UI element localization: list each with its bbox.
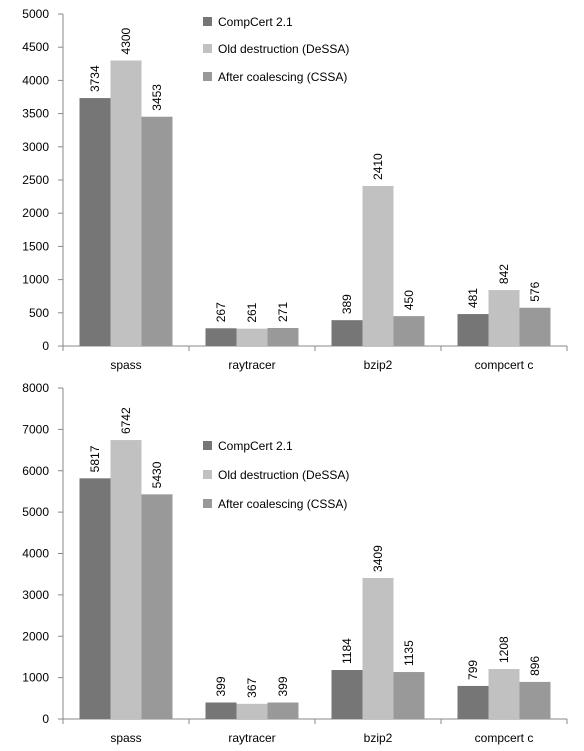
bottom-y-tick-label: 1000 [22, 671, 49, 685]
top-bar [394, 316, 425, 346]
top-data-label: 267 [214, 302, 228, 322]
top-bar [268, 328, 299, 346]
top-bar [332, 320, 363, 346]
bottom-data-label: 799 [466, 660, 480, 680]
bottom-category-label: spass [110, 731, 141, 745]
bottom-bar [111, 440, 142, 719]
bottom-legend-swatch [203, 441, 212, 450]
chart-bottom-svg: 0 1000 2000 3000 4000 5000 6000 7000 8000 5817 674… [0, 376, 584, 751]
top-bar [111, 60, 142, 346]
top-bar [520, 308, 551, 346]
bottom-bar [80, 478, 111, 719]
top-category-label: spass [110, 358, 141, 372]
top-data-label: 842 [497, 264, 511, 284]
top-bar [237, 329, 268, 346]
bottom-data-label: 399 [214, 676, 228, 696]
bottom-data-label: 1184 [340, 638, 354, 664]
bottom-bar [394, 672, 425, 719]
top-legend-label: Old destruction (DeSSA) [218, 42, 349, 56]
top-y-tick-label: 4500 [22, 40, 49, 54]
top-bar [363, 186, 394, 346]
top-data-label: 3734 [88, 65, 102, 92]
top-data-label: 2410 [371, 153, 385, 180]
top-bar [142, 117, 173, 346]
top-data-label: 4300 [119, 27, 133, 54]
bottom-bar [332, 670, 363, 719]
bottom-legend-swatch [203, 470, 212, 479]
bottom-y-tick-label: 2000 [22, 629, 49, 643]
top-legend-swatch [203, 72, 212, 81]
bottom-y-tick-label: 7000 [22, 422, 49, 436]
top-category-label: raytracer [228, 358, 275, 372]
top-bar [80, 98, 111, 346]
bottom-bar [489, 669, 520, 719]
top-category-label: compcert c [475, 358, 534, 372]
bottom-bar [206, 702, 237, 719]
bottom-legend-label: After coalescing (CSSA) [218, 497, 347, 511]
bottom-category-label: bzip2 [364, 731, 393, 745]
bottom-data-label: 399 [276, 676, 290, 696]
top-category-label: bzip2 [364, 358, 393, 372]
bottom-bar [142, 494, 173, 719]
bottom-data-label: 896 [528, 656, 542, 676]
top-legend-label: CompCert 2.1 [218, 15, 293, 29]
bottom-data-label: 6742 [119, 407, 133, 434]
top-data-label: 261 [245, 302, 259, 322]
bottom-category-label: compcert c [475, 731, 534, 745]
top-data-label: 3453 [150, 84, 164, 111]
bottom-legend-swatch [203, 499, 212, 508]
chart-top: 0 500 1000 1500 2000 2500 3000 3500 4000 4500 5000… [0, 0, 584, 376]
top-legend-swatch [203, 17, 212, 26]
top-bar [206, 328, 237, 346]
bottom-data-label: 367 [245, 677, 259, 697]
bottom-bar [237, 704, 268, 719]
top-y-tick-label: 2000 [22, 206, 49, 220]
top-y-tick-label: 500 [29, 306, 49, 320]
top-y-tick-label: 0 [42, 339, 49, 353]
top-bar [489, 290, 520, 346]
bottom-y-tick-label: 8000 [22, 381, 49, 395]
top-y-tick-label: 4000 [22, 73, 49, 87]
top-data-label: 271 [276, 302, 290, 322]
bottom-data-label: 5817 [88, 445, 102, 472]
top-legend-label: After coalescing (CSSA) [218, 70, 347, 84]
bottom-bar [520, 682, 551, 719]
top-bar [458, 314, 489, 346]
top-legend-swatch [203, 44, 212, 53]
top-y-tick-label: 1000 [22, 273, 49, 287]
top-y-tick-label: 3000 [22, 140, 49, 154]
bottom-category-label: raytracer [228, 731, 275, 745]
top-data-label: 450 [402, 290, 416, 310]
bottom-y-tick-label: 3000 [22, 588, 49, 602]
bottom-bar [268, 702, 299, 719]
top-y-tick-label: 5000 [22, 7, 49, 21]
chart-bottom: 0 1000 2000 3000 4000 5000 6000 7000 8000 5817 674… [0, 376, 584, 751]
bottom-bar [458, 686, 489, 719]
bottom-data-label: 1208 [497, 636, 511, 663]
bottom-data-label: 3409 [371, 545, 385, 572]
bottom-y-tick-label: 5000 [22, 505, 49, 519]
top-y-tick-label: 1500 [22, 239, 49, 253]
top-y-tick-label: 2500 [22, 173, 49, 187]
bottom-legend-label: Old destruction (DeSSA) [218, 468, 349, 482]
top-data-label: 389 [340, 294, 354, 314]
top-y-tick-label: 3500 [22, 107, 49, 121]
bottom-data-label: 5430 [150, 461, 164, 488]
bottom-data-label: 1135 [402, 640, 416, 666]
top-data-label: 576 [528, 281, 542, 301]
top-data-label: 481 [466, 288, 480, 308]
bottom-y-tick-label: 4000 [22, 547, 49, 561]
bottom-legend-label: CompCert 2.1 [218, 439, 293, 453]
chart-top-svg: 0 500 1000 1500 2000 2500 3000 3500 4000 4500 5000… [0, 0, 584, 376]
bottom-bar [363, 578, 394, 719]
bottom-y-tick-label: 6000 [22, 464, 49, 478]
bottom-y-tick-label: 0 [42, 712, 49, 726]
